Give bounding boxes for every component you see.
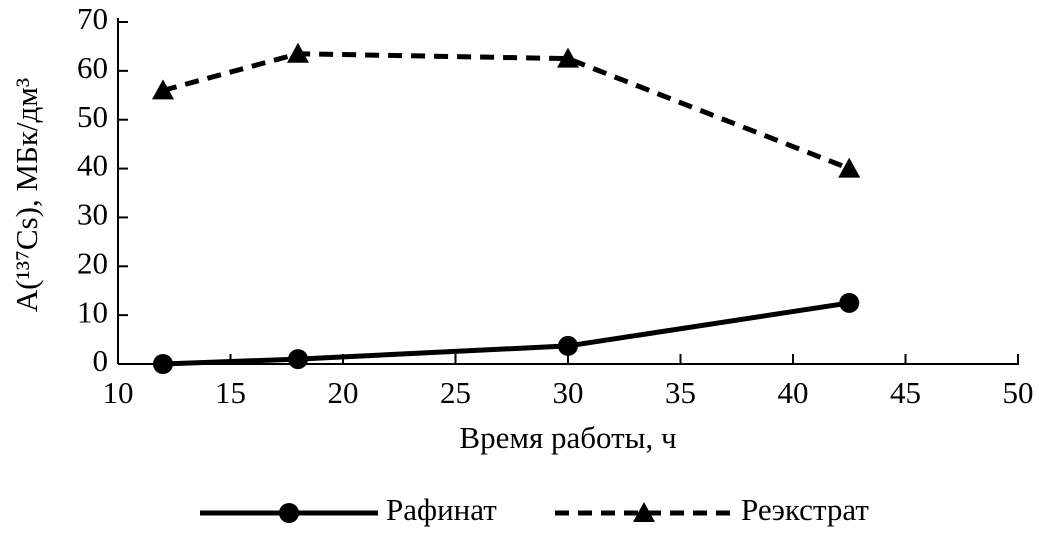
x-tick-label: 30 bbox=[553, 375, 584, 410]
x-tick-label: 45 bbox=[890, 375, 921, 410]
data-point bbox=[838, 157, 861, 178]
x-tick-label: 50 bbox=[1003, 375, 1034, 410]
y-tick-label: 0 bbox=[93, 343, 109, 378]
y-axis-label: A(¹³⁷Cs), МБк/дм³ bbox=[9, 78, 44, 312]
y-tick-label: 50 bbox=[77, 99, 108, 134]
y-tick-label: 70 bbox=[77, 1, 108, 36]
series-line bbox=[162, 51, 851, 171]
series-line bbox=[162, 300, 850, 367]
legend-marker bbox=[279, 503, 299, 523]
y-tick-label: 60 bbox=[77, 50, 108, 85]
y-tick-label: 30 bbox=[77, 197, 108, 232]
data-point bbox=[287, 42, 309, 63]
legend-label: Рафинат bbox=[386, 492, 497, 527]
data-point bbox=[558, 335, 578, 356]
data-point bbox=[839, 292, 860, 313]
y-tick-label: 20 bbox=[77, 245, 108, 280]
data-point bbox=[152, 79, 174, 100]
data-point bbox=[557, 47, 579, 68]
x-tick-label: 10 bbox=[103, 375, 134, 410]
x-tick-label: 25 bbox=[440, 375, 471, 410]
legend-label: Реэкстрат bbox=[741, 492, 869, 527]
x-tick-label: 35 bbox=[665, 375, 696, 410]
data-point bbox=[288, 349, 308, 370]
x-tick-label: 15 bbox=[215, 375, 246, 410]
y-tick-label: 10 bbox=[77, 294, 108, 329]
x-tick-label: 20 bbox=[328, 375, 359, 410]
x-axis-label: Время работы, ч bbox=[459, 420, 676, 455]
data-point bbox=[153, 354, 173, 374]
legend-marker bbox=[633, 502, 655, 522]
x-tick-label: 40 bbox=[778, 375, 809, 410]
y-tick-label: 40 bbox=[77, 148, 108, 183]
